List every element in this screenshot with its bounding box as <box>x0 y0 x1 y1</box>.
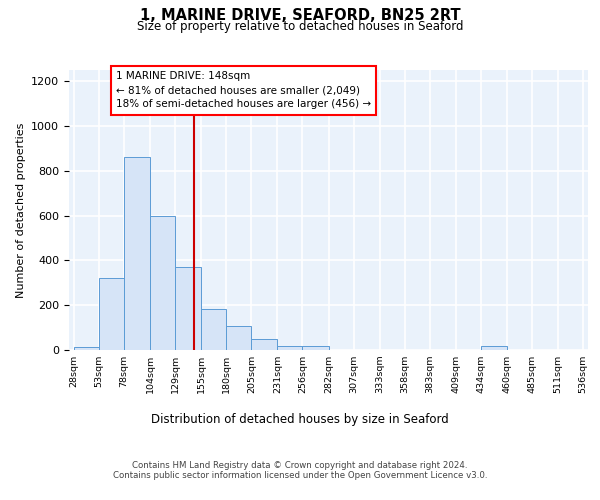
Bar <box>226 326 251 350</box>
Bar <box>150 216 175 350</box>
Text: 1 MARINE DRIVE: 148sqm
← 81% of detached houses are smaller (2,049)
18% of semi-: 1 MARINE DRIVE: 148sqm ← 81% of detached… <box>116 72 371 110</box>
Bar <box>124 158 150 350</box>
Y-axis label: Number of detached properties: Number of detached properties <box>16 122 26 298</box>
Bar <box>175 267 201 350</box>
Bar <box>277 346 302 350</box>
Bar <box>251 339 277 350</box>
Bar <box>302 346 329 350</box>
Text: 1, MARINE DRIVE, SEAFORD, BN25 2RT: 1, MARINE DRIVE, SEAFORD, BN25 2RT <box>140 8 460 22</box>
Text: Contains HM Land Registry data © Crown copyright and database right 2024.
Contai: Contains HM Land Registry data © Crown c… <box>113 460 487 480</box>
Text: Distribution of detached houses by size in Seaford: Distribution of detached houses by size … <box>151 412 449 426</box>
Bar <box>74 348 99 350</box>
Text: Size of property relative to detached houses in Seaford: Size of property relative to detached ho… <box>137 20 463 33</box>
Bar <box>481 346 507 350</box>
Bar <box>99 278 124 350</box>
Bar <box>201 308 226 350</box>
